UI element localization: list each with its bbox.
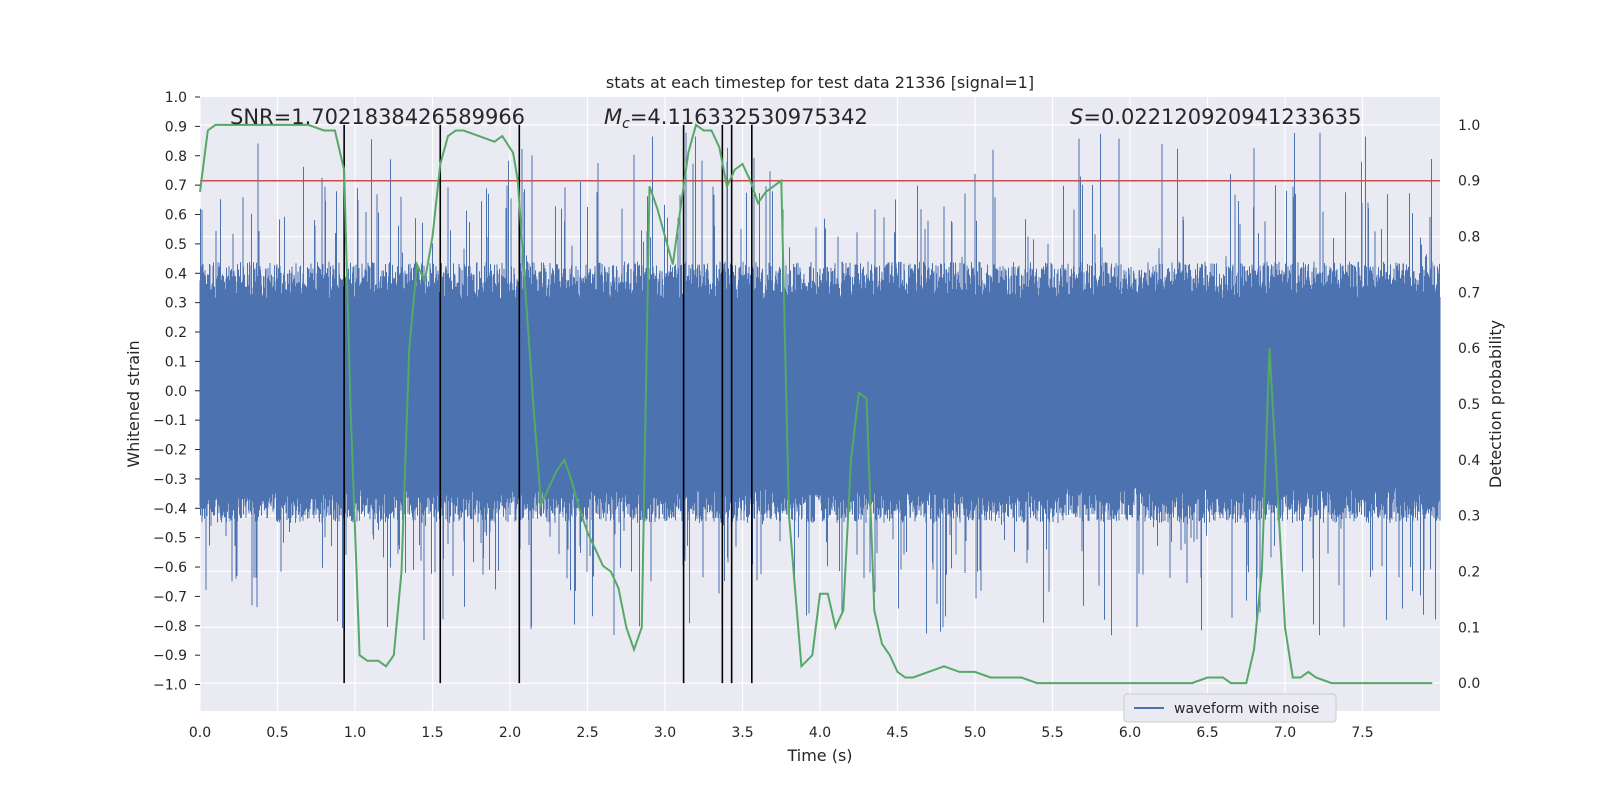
y-right-tick-labels: 1.0 0.9 0.8 0.7 0.6 0.5 0.4 0.3 0.2 0.1 0.0 [1458,118,1480,692]
y-right-tick-label: 0.9 [1458,174,1480,190]
x-axis-label: Time (s) [786,746,852,765]
y-right-tick-label: 1.0 [1458,118,1480,134]
snr-annotation: SNR=1.7021838426589966 [230,105,525,129]
y-left-tick-label: −0.7 [153,589,187,605]
x-tick-label: 6.0 [1119,725,1141,741]
y-left-tick-label: 0.3 [165,296,187,312]
y-left-tick-label: 0.9 [165,119,187,135]
x-tick-label: 2.5 [576,725,598,741]
chirp-mass-symbol: M [604,105,622,129]
x-tick-label: 4.5 [886,725,908,741]
x-tick-label: 5.5 [1041,725,1063,741]
y-left-tick-label: 0.2 [165,325,187,341]
x-tick-labels: 0.0 0.5 1.0 1.5 2.0 2.5 3.0 3.5 4.0 4.5 5.0 5.5 6.0 6… [189,725,1374,741]
chirp-mass-value: =4.116332530975342 [630,105,868,129]
y-left-tick-label: −1.0 [153,678,187,694]
x-tick-label: 3.0 [654,725,676,741]
x-tick-label: 0.5 [266,725,288,741]
y-left-tick-label: −0.1 [153,413,187,429]
y-left-tick-label: 0.0 [165,384,187,400]
y-right-tick-label: 0.2 [1458,564,1480,580]
s-annotation: S=0.022120920941233635 [1070,105,1361,129]
x-tick-label: 7.5 [1351,725,1373,741]
y-left-tick-labels: 1.0 0.9 0.8 0.7 0.6 0.5 0.4 0.3 0.2 0.1 0.0 −0.1 −0.… [153,90,200,694]
chirp-mass-subscript: c [622,116,630,132]
y-left-tick-label: 0.7 [165,178,187,194]
y-right-tick-label: 0.1 [1458,620,1480,636]
x-tick-label: 7.0 [1274,725,1296,741]
y-left-tick-label: 0.5 [165,237,187,253]
s-value: =0.022120920941233635 [1083,105,1361,129]
x-tick-label: 4.0 [809,725,831,741]
y-right-axis-label: Detection probability [1486,320,1505,488]
y-right-tick-label: 0.4 [1458,453,1480,469]
y-right-tick-label: 0.8 [1458,230,1480,246]
x-tick-label: 1.0 [344,725,366,741]
event-markers [343,124,753,684]
legend: waveform with noise [1123,693,1337,723]
x-tick-label: 6.5 [1196,725,1218,741]
x-tick-label: 3.5 [731,725,753,741]
chirp-mass-annotation: Mc=4.116332530975342 [604,105,868,132]
y-left-tick-label: −0.3 [153,472,187,488]
y-left-tick-label: −0.5 [153,531,187,547]
y-left-tick-label: 0.4 [165,266,187,282]
x-tick-label: 1.5 [421,725,443,741]
y-right-tick-label: 0.5 [1458,397,1480,413]
chart-title: stats at each timestep for test data 213… [606,73,1034,92]
y-left-tick-label: 0.8 [165,149,187,165]
s-symbol: S [1070,105,1083,129]
y-left-axis-label: Whitened strain [124,340,143,467]
legend-box [1123,693,1337,723]
y-left-tick-label: −0.8 [153,619,187,635]
y-left-tick-label: −0.4 [153,501,187,517]
y-left-tick-label: 0.1 [165,354,187,370]
x-tick-label: 5.0 [964,725,986,741]
y-left-tick-label: −0.2 [153,443,187,459]
y-right-tick-label: 0.6 [1458,341,1480,357]
y-right-tick-label: 0.0 [1458,676,1480,692]
legend-label-waveform: waveform with noise [1174,701,1319,717]
y-left-tick-label: 0.6 [165,208,187,224]
probability-line [199,123,1433,685]
y-left-tick-label: −0.6 [153,560,187,576]
y-right-tick-label: 0.7 [1458,285,1480,301]
y-left-tick-label: 1.0 [165,90,187,106]
y-right-tick-label: 0.3 [1458,509,1480,525]
y-left-tick-label: −0.9 [153,648,187,664]
probability-series [199,123,1433,685]
x-tick-label: 2.0 [499,725,521,741]
x-tick-label: 0.0 [189,725,211,741]
